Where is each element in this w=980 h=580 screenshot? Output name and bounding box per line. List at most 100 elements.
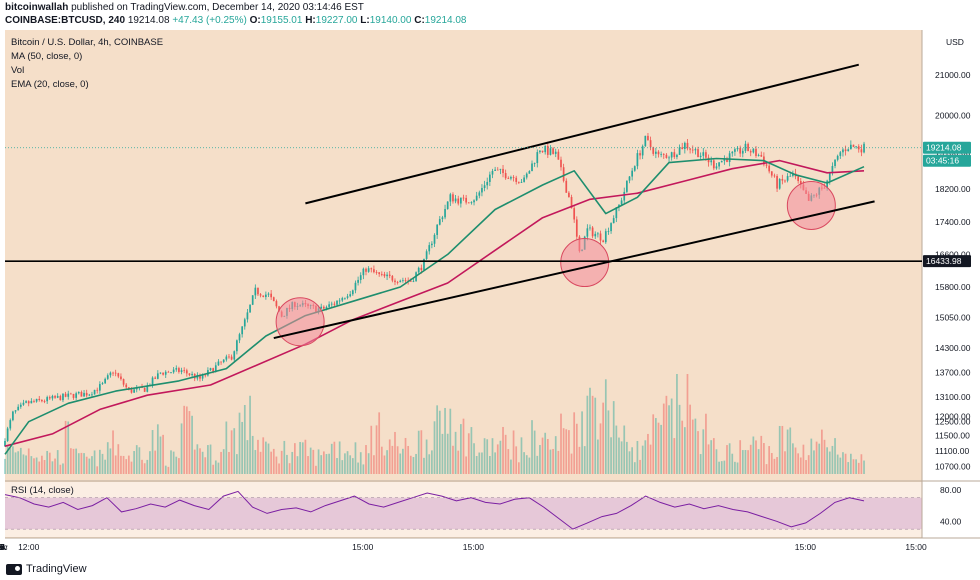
volume-bar bbox=[420, 430, 423, 474]
candle-body bbox=[423, 258, 425, 271]
price-tick-label: 20000.00 bbox=[935, 111, 971, 121]
volume-bar bbox=[539, 445, 541, 474]
time-tick-label: 23 bbox=[0, 542, 5, 552]
candle-body bbox=[860, 149, 863, 153]
candle-body bbox=[438, 219, 441, 225]
volume-bar bbox=[768, 446, 771, 474]
volume-bar bbox=[863, 460, 865, 474]
candle-body bbox=[755, 148, 757, 156]
volume-bar bbox=[689, 404, 691, 474]
volume-bar bbox=[183, 405, 186, 474]
volume-bar bbox=[9, 448, 12, 474]
candle-body bbox=[744, 143, 747, 151]
volume-bar bbox=[75, 448, 78, 474]
volume-bar bbox=[473, 443, 475, 474]
candle-body bbox=[857, 146, 860, 150]
volume-bar bbox=[620, 441, 623, 474]
volume-bar bbox=[755, 440, 757, 474]
volume-bar bbox=[807, 455, 810, 474]
volume-bar bbox=[802, 444, 805, 474]
tradingview-logo[interactable]: TradingView bbox=[6, 563, 87, 575]
price-change: +47.43 (+0.25%) bbox=[172, 15, 247, 26]
drawings[interactable] bbox=[5, 63, 922, 347]
candle-body bbox=[122, 379, 125, 385]
candle-body bbox=[172, 369, 175, 373]
highlight-circle bbox=[786, 180, 836, 230]
volume-bar bbox=[180, 423, 183, 474]
candle-body bbox=[330, 303, 333, 305]
candle-body bbox=[243, 319, 246, 327]
candle-body bbox=[525, 173, 528, 178]
volume-bar bbox=[488, 456, 491, 474]
candle-body bbox=[109, 372, 112, 376]
candle-body bbox=[56, 395, 59, 398]
volume-bar bbox=[520, 437, 523, 474]
price-tick-label: 14300.00 bbox=[935, 343, 971, 353]
candle-body bbox=[467, 202, 470, 204]
candle-body bbox=[597, 233, 599, 235]
volume-bar bbox=[64, 420, 67, 474]
volume-bar bbox=[373, 455, 375, 474]
candle-body bbox=[699, 155, 702, 158]
candle-body bbox=[510, 177, 512, 179]
publish-info: published on TradingView.com, December 1… bbox=[71, 2, 364, 13]
candle-body bbox=[85, 392, 88, 396]
price-tick-label: 15050.00 bbox=[935, 313, 971, 323]
volume-bar bbox=[562, 428, 565, 474]
price-chart[interactable]: 10700.00 11100.00 11500.00 12000.0012500.00… bbox=[0, 30, 980, 560]
volume-bar bbox=[454, 431, 457, 474]
candle-body bbox=[523, 177, 525, 182]
publisher-name[interactable]: bitcoinwallah bbox=[5, 2, 69, 13]
time-axis[interactable]: 12:00 26Nov59 15:00 16 15:00 2327Dec7 15:00 14 1… bbox=[0, 542, 927, 552]
candle-body bbox=[562, 167, 565, 181]
volume-bar bbox=[230, 430, 233, 474]
candle-body bbox=[88, 394, 91, 396]
volume-bar bbox=[196, 444, 199, 474]
volume-bar bbox=[470, 427, 473, 474]
candle-body bbox=[623, 191, 626, 201]
candle-body bbox=[573, 208, 576, 220]
volume-bar bbox=[225, 421, 228, 474]
candle-body bbox=[151, 377, 154, 386]
volume-bar bbox=[362, 464, 365, 474]
candle-body bbox=[428, 245, 431, 252]
moving-averages bbox=[4, 157, 865, 455]
candle-body bbox=[114, 372, 117, 374]
candle-body bbox=[557, 151, 560, 160]
time-tick-label: Nov bbox=[0, 542, 8, 552]
volume-bar bbox=[325, 454, 328, 474]
volume-bar bbox=[673, 438, 676, 474]
volume-bar bbox=[83, 453, 85, 474]
volume-bar bbox=[4, 458, 6, 474]
candle-body bbox=[30, 400, 33, 404]
volume-bar bbox=[333, 441, 336, 474]
volume-bar bbox=[396, 446, 399, 474]
price-axis[interactable]: 10700.00 11100.00 11500.00 12000.0012500.00… bbox=[923, 70, 971, 526]
candle-body bbox=[222, 359, 225, 363]
candle-body bbox=[834, 159, 836, 167]
candle-body bbox=[507, 178, 510, 180]
candle-body bbox=[130, 389, 133, 393]
candle-body bbox=[125, 384, 128, 388]
candle-body bbox=[655, 151, 657, 154]
volume-bar bbox=[85, 456, 88, 474]
volume-bar bbox=[101, 453, 104, 474]
volume-bar bbox=[821, 429, 823, 474]
candle-body bbox=[370, 268, 373, 270]
volume-bar bbox=[533, 430, 536, 474]
volume-bar bbox=[691, 419, 694, 474]
volume-bar bbox=[14, 452, 17, 474]
volume-bar bbox=[349, 455, 352, 474]
legend-vol: Vol bbox=[11, 65, 24, 76]
volume-bar bbox=[217, 462, 220, 474]
candle-body bbox=[517, 181, 520, 183]
candle-body bbox=[278, 306, 280, 312]
volume-bar bbox=[41, 455, 43, 474]
volume-bar bbox=[172, 451, 175, 474]
volume-bar bbox=[185, 406, 188, 474]
volume-bar bbox=[167, 466, 170, 474]
volume-bar bbox=[665, 395, 668, 474]
candle-body bbox=[741, 150, 744, 154]
volume-bar bbox=[212, 464, 215, 474]
volume-bar bbox=[467, 433, 470, 474]
